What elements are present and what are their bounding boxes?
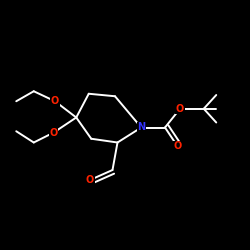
Text: O: O	[174, 141, 182, 151]
Text: O: O	[176, 104, 184, 114]
Text: O: O	[86, 175, 94, 185]
Text: O: O	[51, 96, 59, 106]
Text: O: O	[50, 128, 58, 138]
Text: N: N	[137, 122, 145, 132]
